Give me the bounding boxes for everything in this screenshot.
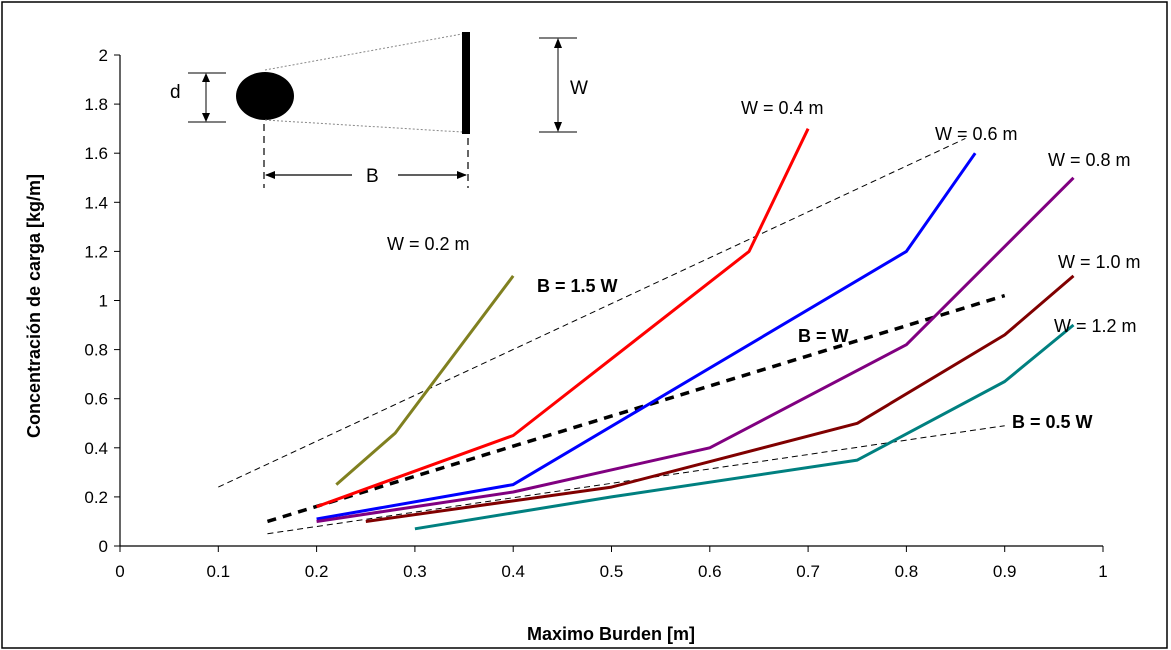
b-label: B: [366, 166, 379, 187]
x-tick-label: 0: [115, 562, 124, 581]
y-axis-title: Concentración de carga [kg/m]: [24, 174, 44, 438]
spread-line-top: [264, 33, 463, 71]
x-tick-label: 0.3: [403, 562, 427, 581]
y-tick-label: 1.4: [84, 193, 108, 212]
axes: 0 0.1 0.2 0.3 0.4 0.5 0.6 0.7 0.8 0.9 1 0 0.2 0.4 0.6 0…: [84, 46, 1107, 581]
reference-line-1: [266, 293, 1006, 524]
ref-label-bw: B = W: [798, 326, 849, 346]
series-lines: [316, 128, 1075, 531]
free-face-bar: [462, 32, 470, 134]
y-tick-label: 1.6: [84, 144, 108, 163]
series-label-w12: W = 1.2 m: [1054, 316, 1137, 336]
series-label-w06: W = 0.6 m: [935, 124, 1018, 144]
y-tick-label: 0.4: [84, 439, 108, 458]
y-tick-label: 2: [99, 46, 108, 65]
x-tick-label: 0.4: [501, 562, 525, 581]
d-label: d: [170, 82, 181, 103]
reference-line-0: [218, 138, 966, 488]
d-arrow-down: [202, 113, 210, 122]
y-tick-label: 1.2: [84, 242, 108, 261]
borehole-circle: [236, 72, 294, 120]
y-tick-label: 1: [99, 292, 108, 311]
w-label: W: [570, 78, 588, 99]
x-tick-label: 0.2: [305, 562, 329, 581]
series-label-w08: W = 0.8 m: [1048, 150, 1131, 170]
x-tick-label: 0.7: [796, 562, 820, 581]
series-line-3: [316, 176, 1075, 523]
x-tick-label: 0.5: [600, 562, 624, 581]
x-axis-title: Maximo Burden [m]: [527, 624, 695, 644]
ref-label-b05w: B = 0.5 W: [1012, 412, 1093, 432]
w-arrow-down: [554, 122, 562, 132]
b-arrow-right: [457, 171, 467, 179]
series-line-2: [316, 152, 977, 521]
series-line-4: [365, 274, 1075, 523]
x-tick-label: 1: [1098, 562, 1107, 581]
y-tick-label: 0.2: [84, 488, 108, 507]
series-label-w02: W = 0.2 m: [387, 234, 470, 254]
x-tick-label: 0.8: [895, 562, 919, 581]
series-line-1: [316, 128, 810, 509]
series-label-w10: W = 1.0 m: [1058, 252, 1141, 272]
x-tick-label: 0.6: [698, 562, 722, 581]
d-arrow-up: [202, 73, 210, 82]
inset-schematic: d B W: [170, 32, 588, 188]
spread-line-bottom: [264, 119, 463, 133]
y-tick-label: 0.6: [84, 390, 108, 409]
b-arrow-left: [265, 171, 275, 179]
ref-label-b15w: B = 1.5 W: [537, 276, 618, 296]
series-line-5: [414, 323, 1075, 531]
x-tick-label: 0.1: [206, 562, 230, 581]
series-label-w04: W = 0.4 m: [741, 98, 824, 118]
x-tick-label: 0.9: [993, 562, 1017, 581]
y-axis-title-group: Concentración de carga [kg/m]: [24, 174, 44, 438]
series-line-0: [335, 274, 515, 486]
y-tick-label: 0: [99, 537, 108, 556]
y-tick-label: 0.8: [84, 341, 108, 360]
y-tick-label: 1.8: [84, 95, 108, 114]
w-arrow-up: [554, 38, 562, 48]
